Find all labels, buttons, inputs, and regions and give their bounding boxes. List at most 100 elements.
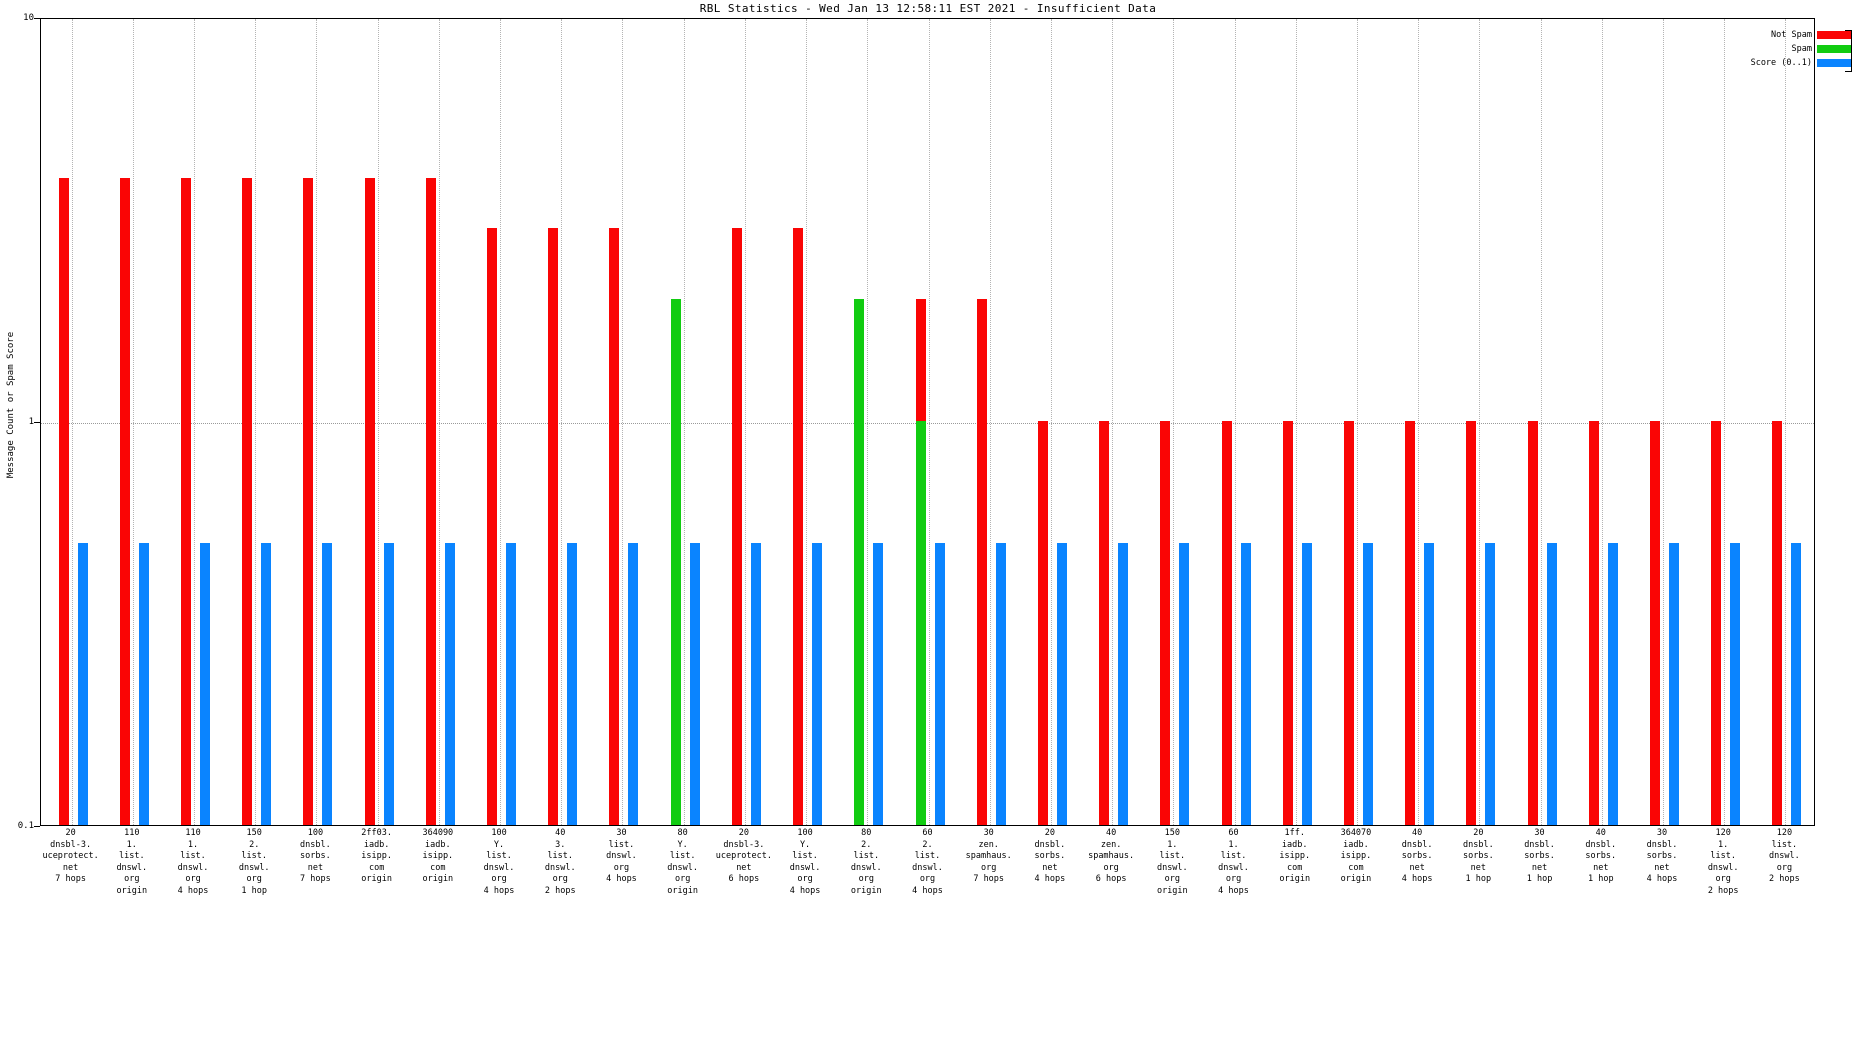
x-label-line: org (1715, 874, 1731, 884)
bar-score (1240, 542, 1251, 825)
x-label-line: isipp. (1340, 851, 1372, 861)
x-label-line: 30 (616, 828, 627, 838)
x-label-line: 100 (797, 828, 813, 838)
legend-label-spam: Spam (1791, 44, 1812, 54)
x-label-line: iadb. (1343, 839, 1369, 850)
x-label-line: dnswl. (789, 862, 821, 873)
x-label-line: uceprotect. (715, 851, 773, 861)
bar-score (1730, 542, 1741, 825)
bar-score (1301, 542, 1312, 825)
x-label-line: 120 (1776, 828, 1793, 838)
bar-not-spam (58, 177, 69, 825)
x-label-line: dnswl. (116, 862, 148, 873)
gridline-vertical (1785, 19, 1787, 825)
gridline-vertical (683, 19, 685, 825)
bar-not-spam (1343, 421, 1354, 825)
x-label-line: dnsbl. (300, 839, 331, 850)
gridline-vertical (194, 19, 196, 825)
x-label-line: dnsbl. (1401, 839, 1433, 850)
legend-swatch-spam (1817, 45, 1852, 53)
x-label-line: Y. (677, 839, 688, 850)
y-tick-mark (34, 826, 40, 827)
bar-not-spam (364, 177, 375, 825)
x-label-line: 150 (1164, 828, 1180, 838)
bar-not-spam (793, 228, 804, 825)
x-label-line: net (736, 862, 752, 873)
gridline-vertical (1112, 19, 1114, 825)
x-label-line: 4 hops (789, 885, 821, 896)
bar-score (995, 542, 1006, 825)
x-label-line: origin (1340, 874, 1372, 884)
bar-not-spam (487, 228, 498, 825)
x-label-line: 30 (1534, 828, 1545, 838)
bar-score (506, 542, 517, 825)
y-tick-mark (34, 422, 40, 423)
x-label-line: dnswl. (667, 862, 699, 873)
bar-score (934, 542, 945, 825)
x-label-line: dnswl. (606, 851, 637, 861)
x-label-line: dnswl. (1769, 851, 1800, 861)
x-label-line: dnsbl. (1646, 839, 1678, 850)
gridline-vertical (71, 19, 73, 825)
x-axis-label: 120 1. list. dnswl. org 2 hops (1693, 828, 1754, 897)
x-axis-label: 150 1. list. dnswl. org origin (1142, 828, 1203, 897)
x-axis-label: 100 Y. list. dnswl. org 4 hops (468, 828, 529, 897)
x-label-line: list. (180, 851, 206, 861)
x-label-line: 40 (1412, 828, 1423, 838)
x-label-line: 4 hops (1218, 885, 1249, 896)
gridline-vertical (1724, 19, 1726, 825)
x-axis-label: 150 2. list. dnswl. org 1 hop (224, 828, 285, 897)
x-label-line: 4 hops (483, 885, 515, 896)
legend-swatch-not-spam (1817, 31, 1852, 39)
gridline-vertical (132, 19, 134, 825)
x-label-line: 40 (555, 828, 566, 838)
x-label-line: 4 hops (606, 874, 637, 884)
x-axis-label: 2ff03. iadb. isipp. com origin (346, 828, 407, 886)
y-tick-mark (34, 18, 40, 19)
x-label-line: list. (1771, 839, 1798, 850)
x-label-line: com (368, 862, 385, 873)
gridline-vertical (1540, 19, 1542, 825)
x-label-line: isipp. (422, 851, 454, 861)
x-label-line: origin (422, 874, 454, 884)
x-label-line: dnswl. (1156, 862, 1188, 873)
x-label-line: 4 hops (912, 885, 943, 896)
x-label-line: 1ff. (1284, 828, 1305, 838)
x-label-line: org (1164, 874, 1180, 884)
gridline-vertical (438, 19, 440, 825)
x-label-line: org (981, 862, 997, 873)
bar-score (812, 542, 823, 825)
x-label-line: 1 hop (1465, 874, 1492, 884)
x-label-line: org (1225, 874, 1242, 884)
x-label-line: zen. (978, 839, 999, 850)
x-label-line: 1 hop (1587, 874, 1614, 884)
x-label-line: net (307, 862, 324, 873)
x-label-line: org (858, 874, 874, 884)
gridline-vertical (989, 19, 991, 825)
x-label-line: origin (361, 874, 392, 884)
x-label-line: 40 (1595, 828, 1606, 838)
x-label-line: dnswl. (850, 862, 882, 873)
x-label-line: list. (1710, 851, 1736, 861)
x-axis-label: 20 dnsbl. sorbs. net 4 hops (1019, 828, 1080, 886)
bar-not-spam (181, 177, 192, 825)
bar-score (1424, 542, 1435, 825)
x-label-line: iadb. (363, 839, 390, 850)
gridline-vertical (255, 19, 257, 825)
x-label-line: list. (608, 839, 635, 850)
gridline-vertical (1662, 19, 1664, 825)
x-axis-labels: 20 dnsbl-3. uceprotect. net 7 hops 110 1. list.… (40, 828, 1815, 1044)
x-label-line: origin (116, 885, 148, 896)
bar-not-spam (976, 299, 987, 825)
bar-not-spam (731, 228, 742, 825)
x-label-line: org (124, 874, 140, 884)
bars-layer (41, 19, 1814, 825)
gridline-vertical (1479, 19, 1481, 825)
legend-swatch-score (1817, 59, 1852, 67)
x-label-line: 60 (1228, 828, 1239, 838)
bar-spam (915, 421, 926, 825)
gridline-vertical (1173, 19, 1175, 825)
gridline-vertical (1295, 19, 1297, 825)
x-label-line: org (246, 874, 262, 884)
